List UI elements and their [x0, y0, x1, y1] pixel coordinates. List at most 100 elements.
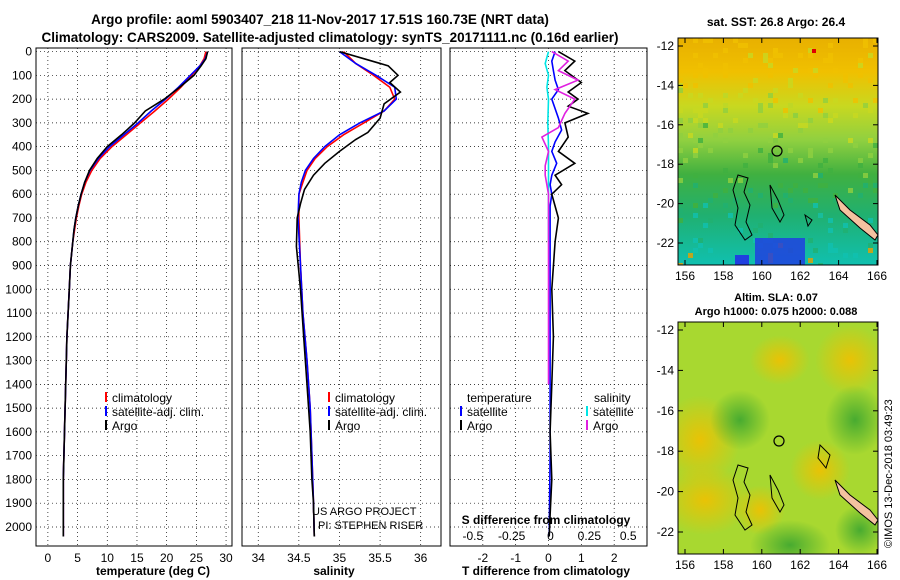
sst-pixel — [873, 38, 878, 43]
sst-pixel — [683, 83, 688, 88]
sst-pixel — [828, 213, 833, 218]
sst-pixel — [758, 148, 763, 153]
sst-pixel — [728, 178, 733, 183]
sst-pixel — [823, 138, 828, 143]
x2-tick-label: 0 — [547, 529, 554, 543]
sst-pixel — [768, 153, 773, 158]
sla-title-line2: Argo h1000: 0.075 h2000: 0.088 — [695, 306, 858, 318]
sst-pixel — [758, 123, 763, 128]
sst-pixel — [718, 123, 723, 128]
sst-pixel — [768, 63, 773, 68]
map-x-tick-label: 164 — [829, 269, 849, 283]
sst-pixel — [723, 108, 728, 113]
y-tick-label: 400 — [12, 140, 32, 154]
sst-pixel — [728, 128, 733, 133]
sst-pixel — [853, 143, 858, 148]
sst-pixel — [693, 118, 698, 123]
sst-pixel — [738, 228, 743, 233]
sst-pixel — [793, 183, 798, 188]
sst-pixel — [868, 138, 873, 143]
map-x-tick-label: 156 — [675, 558, 695, 572]
y-tick-label: 1600 — [5, 425, 32, 439]
sst-pixel — [708, 148, 713, 153]
sst-pixel — [743, 163, 748, 168]
sst-pixel — [833, 263, 838, 265]
sst-pixel — [848, 138, 853, 143]
sst-pixel — [733, 178, 738, 183]
sst-pixel — [693, 213, 698, 218]
sst-pixel — [843, 78, 848, 83]
chart-title: Argo profile: aoml 5903407_218 11-Nov-20… — [91, 12, 549, 27]
map-x-tick-label: 158 — [713, 269, 733, 283]
sst-pixel — [733, 38, 738, 43]
sst-pixel — [693, 53, 698, 58]
sst-pixel — [843, 73, 848, 78]
y-tick-label: 1200 — [5, 330, 32, 344]
argo-position-marker — [771, 145, 783, 157]
sst-pixel — [768, 58, 773, 63]
sst-pixel — [693, 38, 698, 43]
map-y-tick-label: -20 — [657, 197, 675, 211]
sst-pixel — [813, 203, 818, 208]
sst-pixel — [828, 228, 833, 233]
map-x-tick-label: 160 — [752, 558, 772, 572]
sst-pixel — [788, 103, 793, 108]
map-y-tick-label: -12 — [657, 39, 675, 53]
x-tick-label: 1 — [578, 551, 585, 565]
sst-pixel — [698, 143, 703, 148]
sst-pixel — [868, 218, 873, 223]
sst-pixel — [713, 193, 718, 198]
y-tick-label: 800 — [12, 235, 32, 249]
legend-label-s-argo: Argo — [593, 419, 619, 433]
sst-pixel — [678, 263, 683, 265]
sst-pixel — [828, 43, 833, 48]
sst-pixel — [813, 73, 818, 78]
sst-map-title: sat. SST: 26.8 Argo: 26.4 — [707, 15, 846, 29]
sst-pixel — [818, 163, 823, 168]
x2-tick-label: 0.5 — [620, 529, 637, 543]
map-x-tick-label: 160 — [752, 269, 772, 283]
sst-pixel — [688, 133, 693, 138]
sst-pixel — [808, 198, 813, 203]
sst-pixel — [848, 83, 853, 88]
sst-pixel — [868, 248, 873, 253]
difference-xlabel2: S difference from climatology — [462, 513, 631, 527]
sst-pixel — [828, 118, 833, 123]
sst-pixel — [828, 168, 833, 173]
legend-label-argo: Argo — [112, 419, 138, 433]
sst-pixel — [723, 68, 728, 73]
sst-pixel — [703, 68, 708, 73]
sst-pixel — [863, 218, 868, 223]
sst-pixel — [873, 143, 878, 148]
difference-panel: -2 -1 0 1 2 -0.5 -0.25 0 0.25 0.5 — [449, 47, 648, 565]
salinity-panel: 34 34.5 35 35.5 36 — [241, 47, 442, 565]
sst-pixel — [758, 108, 763, 113]
sst-pixel — [843, 223, 848, 228]
sst-pixel — [698, 93, 703, 98]
sst-pixel — [853, 253, 858, 258]
sst-pixel — [873, 183, 878, 188]
sst-pixel — [778, 183, 783, 188]
sst-pixel — [798, 93, 803, 98]
sst-pixel — [853, 113, 858, 118]
sst-pixel — [858, 58, 863, 63]
difference-xlabel: T difference from climatology — [462, 564, 630, 578]
x-tick-label: 2 — [611, 551, 618, 565]
sst-pixel — [823, 98, 828, 103]
sst-pixel — [833, 113, 838, 118]
sst-pixel — [723, 168, 728, 173]
series-line-satellite-adj-clim- — [297, 50, 398, 537]
x-tick-label: 25 — [190, 551, 204, 565]
map-y-tick-label: -14 — [657, 78, 675, 92]
salinity-legend: climatology satellite-adj. clim. Argo — [328, 391, 427, 433]
map-y-tick-label: -18 — [657, 157, 675, 171]
sst-pixel — [818, 263, 823, 265]
sst-pixel — [868, 53, 873, 58]
sst-pixel — [723, 48, 728, 53]
sst-pixel — [858, 163, 863, 168]
sst-pixel — [703, 103, 708, 108]
sst-pixel — [808, 118, 813, 123]
sst-pixel — [768, 93, 773, 98]
sst-pixel — [678, 133, 683, 138]
x-tick-label: 35.5 — [368, 551, 392, 565]
